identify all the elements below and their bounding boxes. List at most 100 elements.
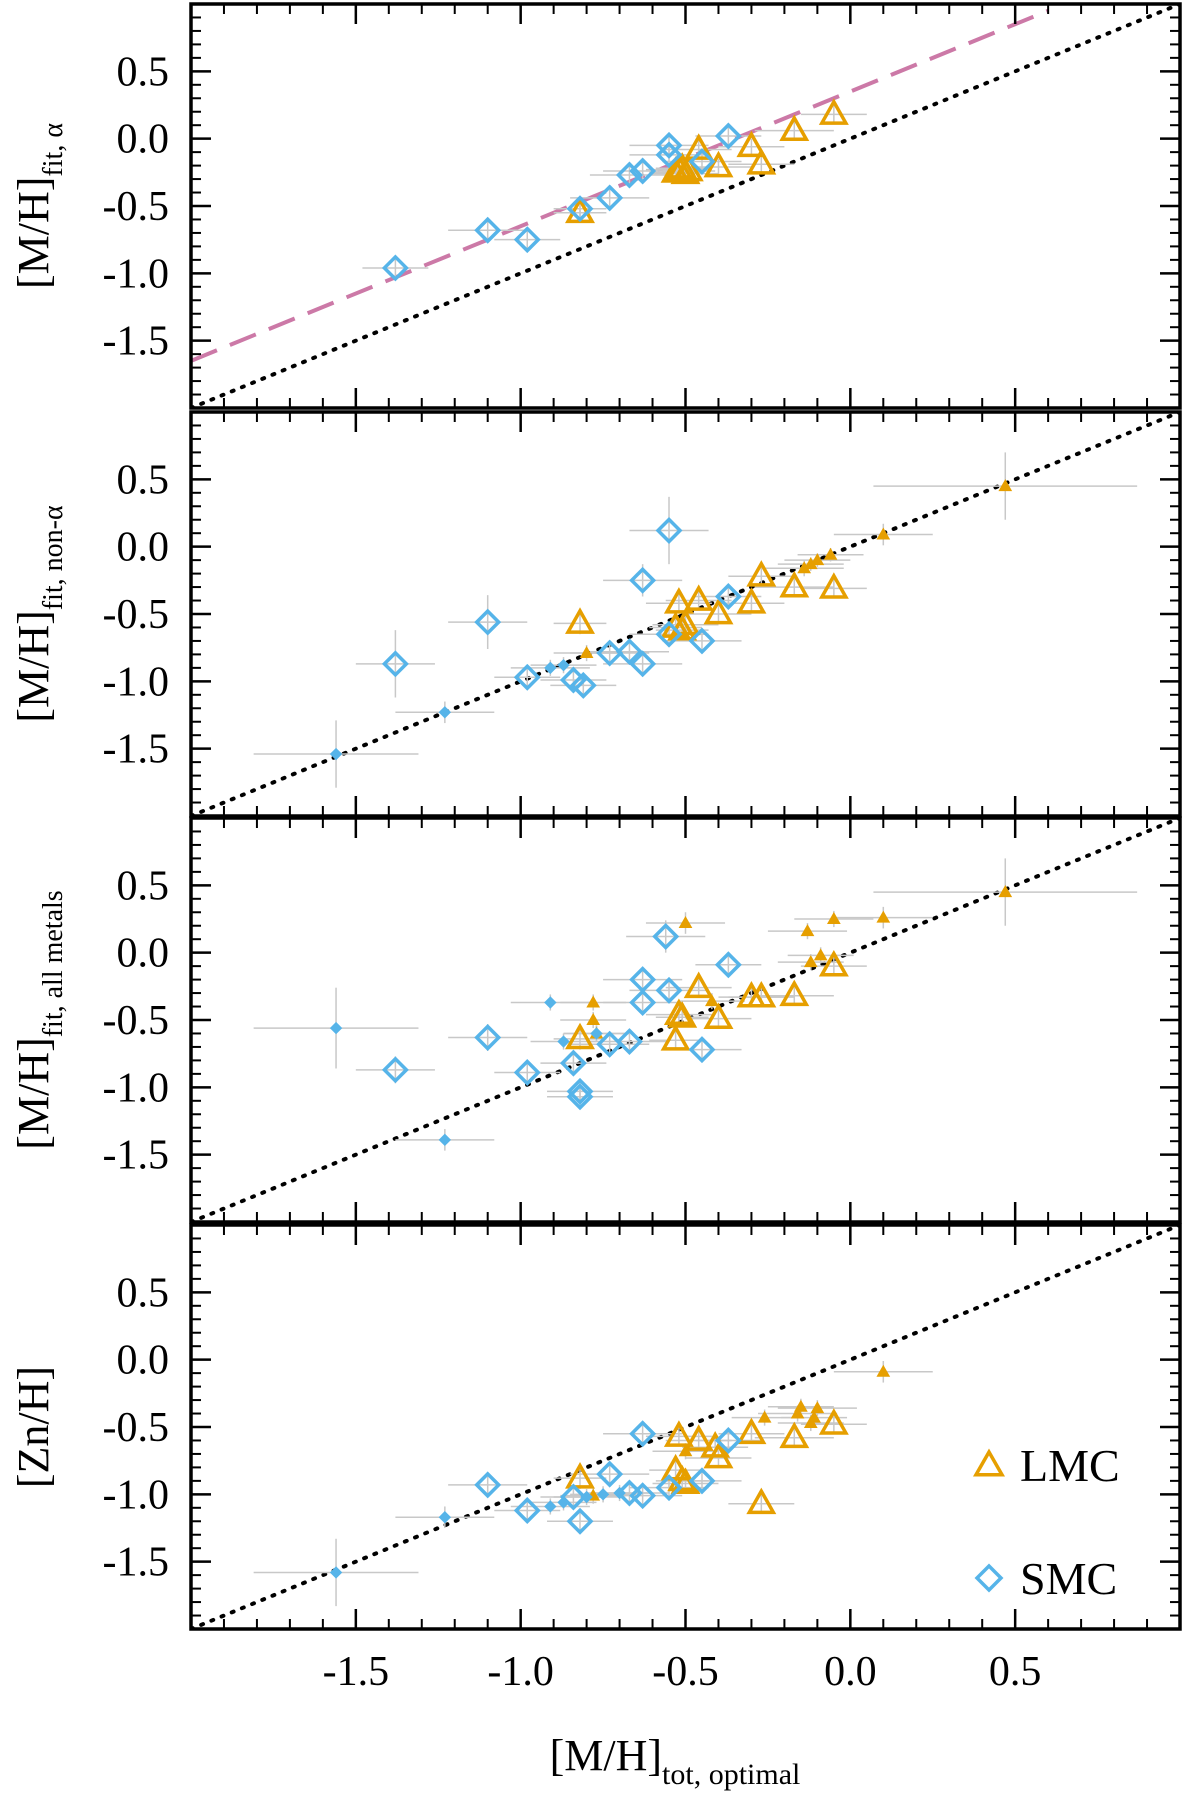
- y-axis-title: [Zn/H]: [9, 1366, 58, 1488]
- smc-point: [566, 1507, 594, 1535]
- y-tick-label: -1.0: [103, 1065, 170, 1111]
- lmc-point: [818, 98, 849, 125]
- smc-point: [629, 966, 657, 994]
- y-axis-title: [M/H]fit, non-α: [9, 505, 69, 723]
- y-tick-label: 0.5: [117, 1270, 170, 1316]
- lmc-point-small: [790, 1406, 805, 1419]
- lmc-point: [779, 1421, 810, 1449]
- lmc-point-small: [800, 924, 815, 937]
- y-axis-title-main: [Zn/H]: [9, 1366, 58, 1488]
- legend-lmc-marker: [972, 1448, 1006, 1477]
- lmc-point-small: [998, 885, 1013, 898]
- reference-lines: [191, 1225, 1180, 1629]
- smc-point: [629, 989, 657, 1016]
- smc-point: [615, 1028, 643, 1056]
- lmc-point: [746, 148, 777, 175]
- one-to-one-line: [191, 412, 1180, 816]
- y-axis-title-sub: fit, non-α: [38, 505, 69, 610]
- smc-point-small: [544, 661, 557, 675]
- lmc-point-small: [876, 910, 891, 923]
- y-tick-label: 0.0: [117, 525, 170, 571]
- smc-point-small: [544, 1500, 557, 1513]
- lmc-point: [703, 597, 734, 625]
- smc-point: [714, 1426, 742, 1454]
- lmc-point-small: [586, 1012, 601, 1025]
- axis-ticks: [191, 818, 1180, 1222]
- smc-point: [714, 583, 742, 610]
- x-axis-title: [M/H]tot, optimal: [550, 1731, 801, 1791]
- smc-point: [566, 1077, 594, 1105]
- smc-point: [629, 1482, 657, 1510]
- smc-point-small: [590, 1027, 603, 1040]
- lmc-point: [703, 1002, 734, 1030]
- smc-point: [655, 1474, 683, 1502]
- smc-point: [655, 517, 683, 544]
- lmc-point: [670, 608, 701, 636]
- lmc-point: [660, 1024, 691, 1051]
- lmc-point-small: [705, 994, 719, 1007]
- smc-point-small: [544, 996, 557, 1009]
- fit-line: [191, 8, 1049, 363]
- smc-point: [688, 1036, 716, 1064]
- x-tick-label: -1.5: [323, 1649, 390, 1695]
- lmc-point-small: [794, 1399, 808, 1412]
- legend-smc-marker: [974, 1563, 1004, 1593]
- reference-lines: [191, 412, 1180, 816]
- error-bars: [253, 858, 1138, 1151]
- smc-point: [714, 951, 742, 979]
- panel-3: -1.5 -1.0 -0.5 0.0 0.5 [M/H]fit, all metals: [9, 816, 1182, 1224]
- smc-point-small: [438, 1511, 452, 1524]
- smc-point: [381, 650, 409, 678]
- smc-point: [629, 157, 657, 185]
- lmc-point-small: [810, 1401, 825, 1414]
- lmc-point: [779, 114, 810, 141]
- panel-1: -1.5 -1.0 -0.5 0.0 0.5 [M/H]fit, α: [9, 2, 1182, 410]
- y-tick-label: -1.0: [103, 1472, 170, 1518]
- smc-point: [596, 1460, 624, 1488]
- panel-4: -1.5 -1.0 -0.5 0.0 0.5 [Zn/H]: [9, 1223, 1182, 1631]
- smc-point: [629, 1420, 657, 1448]
- markers: [381, 98, 849, 282]
- lmc-point-small: [810, 553, 825, 566]
- lmc-point-small: [803, 955, 818, 968]
- y-tick-label: -0.5: [103, 184, 170, 230]
- smc-point-small: [557, 1496, 570, 1509]
- smc-point: [513, 1497, 541, 1524]
- x-tick-label: 0.0: [824, 1649, 877, 1695]
- y-axis-title-sub: fit, α: [38, 123, 69, 177]
- lmc-point-small: [998, 479, 1013, 492]
- lmc-point: [565, 1022, 596, 1050]
- smc-point-small: [557, 1035, 570, 1048]
- lmc-point: [673, 154, 704, 182]
- reference-lines: [191, 818, 1180, 1222]
- panel-frame: [189, 2, 1182, 410]
- smc-point: [381, 1056, 409, 1084]
- smc-point: [596, 639, 624, 667]
- y-tick-label: 0.5: [117, 457, 170, 503]
- lmc-point: [683, 1424, 714, 1451]
- smc-point: [569, 671, 597, 699]
- lmc-point-small: [757, 1410, 772, 1423]
- smc-point: [474, 216, 502, 244]
- x-axis-title-sub: tot, optimal: [662, 1758, 800, 1791]
- x-tick-labels: -1.5 -1.0 -0.5 0.0 0.5: [323, 1649, 1042, 1695]
- lmc-point-small: [826, 911, 841, 924]
- lmc-point: [779, 979, 810, 1007]
- lmc-point: [818, 1408, 849, 1435]
- smc-point: [559, 1483, 587, 1511]
- lmc-point: [565, 1462, 596, 1489]
- legend: LMC SMC: [972, 1440, 1120, 1604]
- y-tick-label: -1.5: [103, 1133, 170, 1179]
- lmc-point: [818, 572, 849, 599]
- panel-frame: [189, 816, 1182, 1224]
- lmc-point-small: [586, 995, 601, 1008]
- y-tick-label: 0.0: [117, 931, 170, 977]
- axis-ticks: [191, 1225, 1180, 1629]
- y-axis-title-main: [M/H]: [9, 177, 58, 289]
- error-bars: [253, 1361, 933, 1607]
- smc-point-small: [329, 1021, 343, 1035]
- lmc-point: [736, 1417, 767, 1445]
- smc-point: [688, 1467, 716, 1495]
- lmc-point: [703, 1441, 734, 1469]
